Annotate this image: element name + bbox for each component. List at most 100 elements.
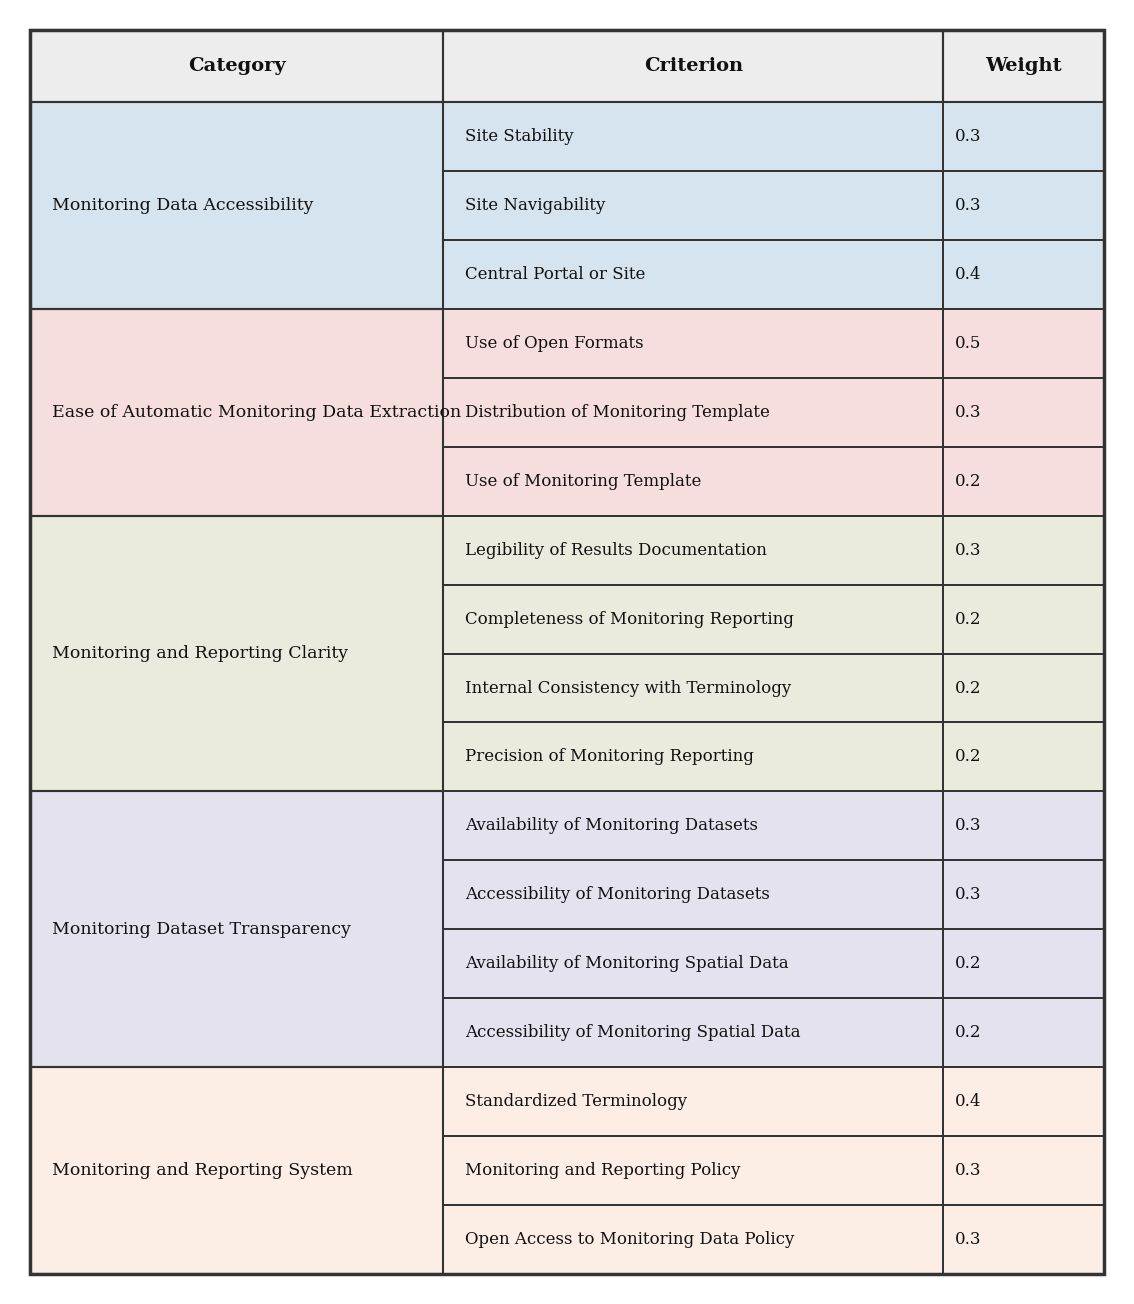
Text: Site Stability: Site Stability xyxy=(465,128,574,145)
Bar xyxy=(443,861,942,930)
Bar xyxy=(29,30,443,102)
Text: 0.3: 0.3 xyxy=(955,1162,981,1179)
Bar xyxy=(29,515,443,792)
Bar xyxy=(443,102,942,171)
Bar xyxy=(942,999,1105,1067)
Text: 0.2: 0.2 xyxy=(955,956,981,973)
Bar xyxy=(942,447,1105,515)
Bar xyxy=(942,102,1105,171)
Bar xyxy=(443,1067,942,1136)
Bar xyxy=(443,309,942,378)
Bar xyxy=(443,1136,942,1205)
Bar xyxy=(942,584,1105,653)
Bar xyxy=(443,240,942,309)
Bar xyxy=(942,240,1105,309)
Text: 0.2: 0.2 xyxy=(955,610,981,627)
Text: Monitoring and Reporting System: Monitoring and Reporting System xyxy=(52,1162,353,1179)
Bar xyxy=(942,930,1105,999)
Text: 0.2: 0.2 xyxy=(955,472,981,490)
Bar xyxy=(942,1205,1105,1274)
Text: Criterion: Criterion xyxy=(644,57,743,76)
Bar xyxy=(443,30,942,102)
Text: 0.3: 0.3 xyxy=(955,1231,981,1248)
Text: 0.4: 0.4 xyxy=(955,1093,981,1110)
Text: 0.2: 0.2 xyxy=(955,1024,981,1041)
Bar xyxy=(443,999,942,1067)
Text: Accessibility of Monitoring Datasets: Accessibility of Monitoring Datasets xyxy=(465,887,770,904)
Bar xyxy=(443,447,942,515)
Bar xyxy=(29,792,443,1067)
Bar xyxy=(942,378,1105,447)
Bar xyxy=(942,930,1105,999)
Bar xyxy=(29,309,443,515)
Bar xyxy=(29,102,443,309)
Bar xyxy=(942,171,1105,240)
Bar xyxy=(443,1205,942,1274)
Bar xyxy=(942,999,1105,1067)
Text: Open Access to Monitoring Data Policy: Open Access to Monitoring Data Policy xyxy=(465,1231,795,1248)
Bar xyxy=(942,653,1105,722)
Bar xyxy=(942,515,1105,584)
Bar xyxy=(443,515,942,584)
Text: Use of Monitoring Template: Use of Monitoring Template xyxy=(465,472,702,490)
Text: Completeness of Monitoring Reporting: Completeness of Monitoring Reporting xyxy=(465,610,794,627)
Bar xyxy=(29,30,443,102)
Bar xyxy=(443,309,942,378)
Text: Availability of Monitoring Spatial Data: Availability of Monitoring Spatial Data xyxy=(465,956,789,973)
Bar xyxy=(443,653,942,722)
Text: Ease of Automatic Monitoring Data Extraction: Ease of Automatic Monitoring Data Extrac… xyxy=(52,404,462,421)
Bar xyxy=(29,515,443,792)
Bar xyxy=(942,722,1105,792)
Bar xyxy=(29,792,443,1067)
Bar xyxy=(942,1136,1105,1205)
Text: Accessibility of Monitoring Spatial Data: Accessibility of Monitoring Spatial Data xyxy=(465,1024,801,1041)
Bar xyxy=(942,653,1105,722)
Bar xyxy=(443,171,942,240)
Bar xyxy=(443,1067,942,1136)
Text: Weight: Weight xyxy=(985,57,1061,76)
Text: 0.3: 0.3 xyxy=(955,541,981,558)
Text: Monitoring and Reporting Clarity: Monitoring and Reporting Clarity xyxy=(52,645,348,662)
Bar xyxy=(443,722,942,792)
Bar xyxy=(443,584,942,653)
Bar xyxy=(443,30,942,102)
Bar xyxy=(942,515,1105,584)
Text: 0.3: 0.3 xyxy=(955,404,981,421)
Text: Monitoring and Reporting Policy: Monitoring and Reporting Policy xyxy=(465,1162,741,1179)
Bar xyxy=(443,930,942,999)
Text: Standardized Terminology: Standardized Terminology xyxy=(465,1093,687,1110)
Bar xyxy=(443,792,942,861)
Text: Internal Consistency with Terminology: Internal Consistency with Terminology xyxy=(465,679,792,696)
Text: Legibility of Results Documentation: Legibility of Results Documentation xyxy=(465,541,768,558)
Bar xyxy=(942,792,1105,861)
Bar xyxy=(443,861,942,930)
Text: 0.2: 0.2 xyxy=(955,679,981,696)
Text: Site Navigability: Site Navigability xyxy=(465,197,606,214)
Bar xyxy=(443,171,942,240)
Bar xyxy=(443,792,942,861)
Bar xyxy=(942,447,1105,515)
Text: Precision of Monitoring Reporting: Precision of Monitoring Reporting xyxy=(465,748,754,765)
Bar xyxy=(29,1067,443,1274)
Bar xyxy=(942,1067,1105,1136)
Bar xyxy=(443,930,942,999)
Text: 0.4: 0.4 xyxy=(955,266,981,283)
Bar xyxy=(443,102,942,171)
Text: 0.2: 0.2 xyxy=(955,748,981,765)
Bar xyxy=(29,309,443,515)
Bar xyxy=(443,722,942,792)
Bar xyxy=(942,1067,1105,1136)
Bar xyxy=(443,447,942,515)
Bar xyxy=(942,102,1105,171)
Bar xyxy=(443,240,942,309)
Bar xyxy=(942,240,1105,309)
Bar xyxy=(942,171,1105,240)
Bar xyxy=(29,102,443,309)
Bar xyxy=(942,722,1105,792)
Bar xyxy=(942,30,1105,102)
Bar xyxy=(942,30,1105,102)
Text: 0.3: 0.3 xyxy=(955,818,981,835)
Text: 0.3: 0.3 xyxy=(955,887,981,904)
Text: 0.3: 0.3 xyxy=(955,128,981,145)
Text: Central Portal or Site: Central Portal or Site xyxy=(465,266,646,283)
